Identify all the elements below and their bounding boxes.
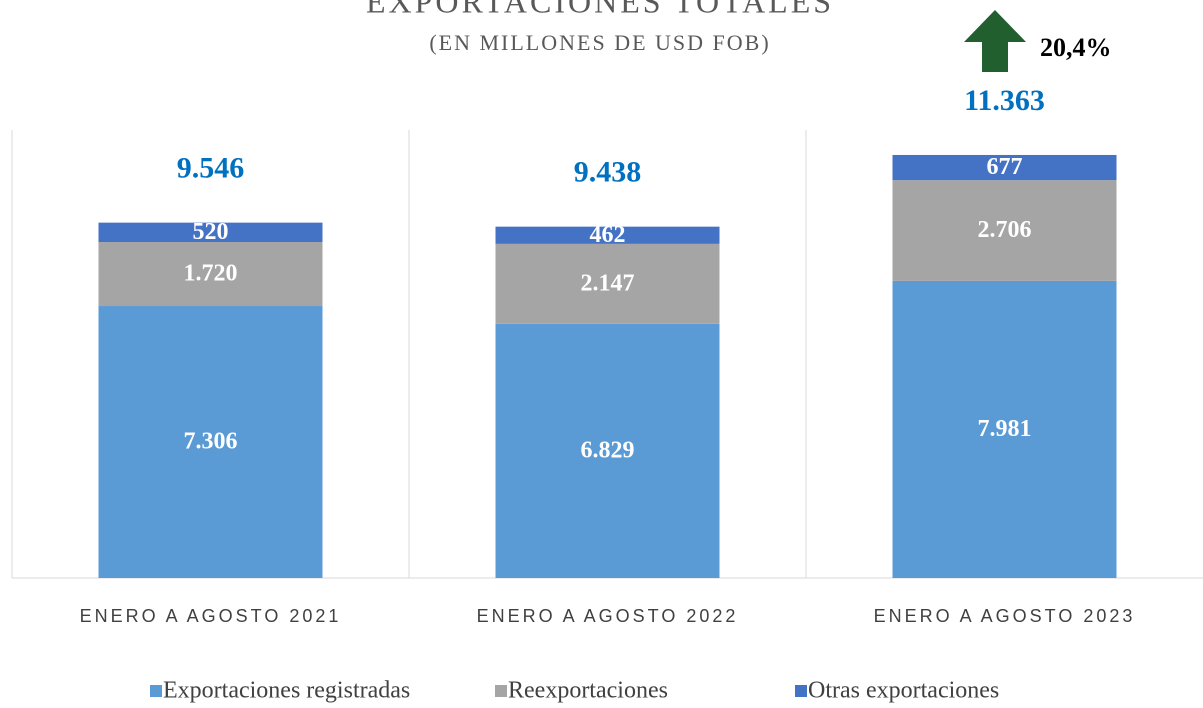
data-label: 7.981 <box>978 416 1032 442</box>
chart-subtitle: (EN MILLONES DE USD FOB) <box>429 30 770 55</box>
chart-title: EXPORTACIONES TOTALES <box>366 0 834 19</box>
bar-segment <box>98 241 323 307</box>
legend-swatch <box>795 685 807 697</box>
legend-label: Exportaciones registradas <box>163 678 410 704</box>
x-tick-label: ENERO A AGOSTO 2022 <box>477 606 739 626</box>
data-label: 7.306 <box>184 429 238 455</box>
bar-segment <box>892 280 1117 578</box>
growth-annotation: 20,4% <box>1040 33 1112 62</box>
bar-segment <box>98 306 323 578</box>
x-tick-label: ENERO A AGOSTO 2021 <box>80 606 342 626</box>
legend-swatch <box>150 685 162 697</box>
bar-segment <box>892 180 1117 281</box>
data-label: 520 <box>193 219 229 245</box>
data-label: 6.829 <box>581 437 635 463</box>
total-label: 11.363 <box>964 84 1045 117</box>
bar-segment <box>892 154 1117 181</box>
x-tick-label: ENERO A AGOSTO 2023 <box>874 606 1136 626</box>
legend-label: Otras exportaciones <box>808 678 999 704</box>
data-label: 677 <box>987 154 1023 180</box>
total-label: 9.438 <box>574 156 642 189</box>
data-label: 2.147 <box>581 270 635 296</box>
bar-segment <box>495 323 720 578</box>
bar-segment <box>495 243 720 324</box>
legend-swatch <box>495 685 507 697</box>
bar-segment <box>495 226 720 244</box>
growth-arrow <box>964 10 1026 72</box>
data-label: 1.720 <box>184 261 238 287</box>
total-label: 9.546 <box>177 152 245 185</box>
legend-label: Reexportaciones <box>508 678 668 704</box>
bar-segment <box>98 222 323 242</box>
data-label: 462 <box>590 222 626 248</box>
data-label: 2.706 <box>978 217 1032 243</box>
